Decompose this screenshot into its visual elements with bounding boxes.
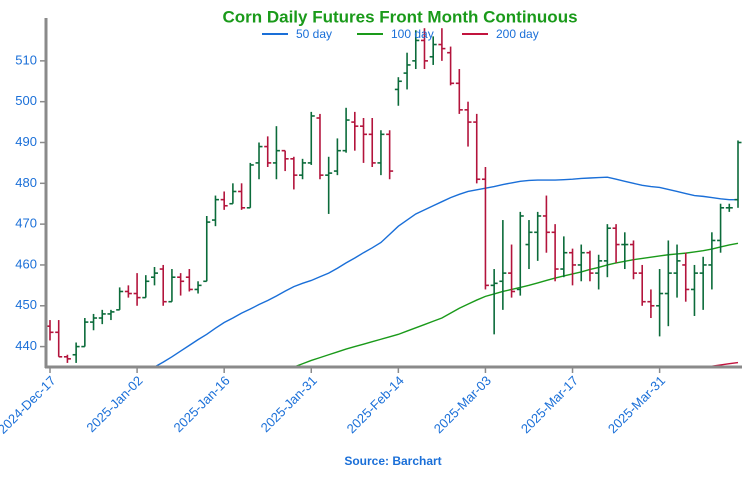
y-tick-label: 510 [15, 52, 37, 67]
x-tick-label: 2025-Feb-14 [344, 373, 407, 436]
x-tick-label: 2025-Mar-03 [431, 373, 494, 436]
legend-label: 100 day [391, 27, 434, 41]
x-tick-label: 2025-Jan-31 [258, 373, 320, 435]
moving-average-line [293, 242, 739, 367]
x-tick-label: 2025-Mar-17 [518, 373, 581, 436]
y-tick-label: 440 [15, 338, 37, 353]
x-tick-label: 2025-Jan-02 [83, 373, 145, 435]
y-tick-label: 490 [15, 134, 37, 149]
legend-label: 200 day [496, 27, 539, 41]
y-tick-label: 450 [15, 297, 37, 312]
x-tick-label: 2024-Dec-17 [0, 373, 59, 437]
chart-title: Corn Daily Futures Front Month Continuou… [222, 7, 577, 26]
legend-label: 50 day [296, 27, 332, 41]
source: Source: Barchart [344, 454, 441, 468]
moving-average-line [154, 176, 738, 367]
y-tick-label: 480 [15, 175, 37, 190]
plot-area [46, 28, 742, 367]
y-tick-label: 460 [15, 256, 37, 271]
y-tick-label: 500 [15, 93, 37, 108]
x-tick-label: 2025-Mar-31 [605, 373, 668, 436]
x-tick-label: 2025-Jan-16 [171, 373, 233, 435]
y-tick-label: 470 [15, 216, 37, 231]
